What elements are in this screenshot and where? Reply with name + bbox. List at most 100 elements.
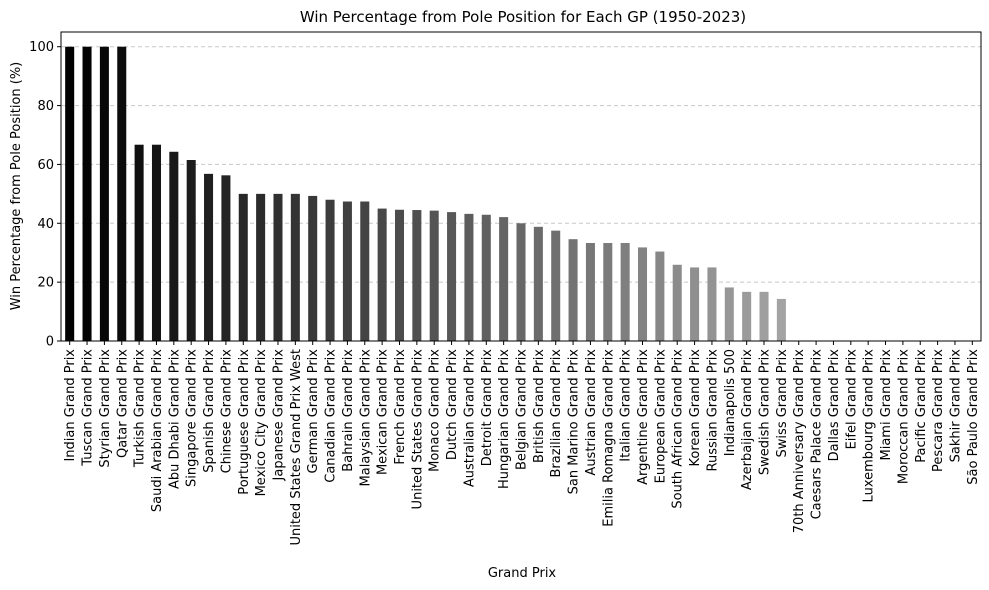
y-axis: 0 20 40 60 80 100: [29, 40, 61, 350]
y-tick-label: 80: [37, 99, 54, 114]
bar: [724, 287, 734, 341]
y-tick-label: 100: [29, 40, 54, 55]
bar: [585, 243, 595, 341]
x-tick-label: Pescara Grand Prix: [931, 349, 946, 472]
bar: [603, 243, 613, 341]
bar: [707, 267, 717, 341]
bar: [447, 212, 457, 341]
chart-title: Win Percentage from Pole Position for Ea…: [300, 8, 746, 26]
x-tick-label: Pacific Grand Prix: [914, 349, 929, 463]
x-tick-label: Abu Dhabi Grand Prix: [167, 349, 182, 489]
x-tick-label: Azerbaijan Grand Prix: [740, 349, 755, 490]
x-tick-label: Mexican Grand Prix: [376, 349, 391, 475]
bar: [290, 193, 300, 341]
x-tick-label: United States Grand Prix: [410, 349, 425, 510]
x-tick-label: San Marino Grand Prix: [567, 349, 582, 495]
bar: [273, 193, 283, 341]
x-tick-label: Hungarian Grand Prix: [497, 349, 512, 489]
bar: [551, 230, 561, 341]
x-tick-label: Dutch Grand Prix: [445, 349, 460, 460]
x-tick-label: Caesars Palace Grand Prix: [810, 349, 825, 520]
y-axis-label: Win Percentage from Pole Position (%): [9, 62, 24, 311]
x-tick-label: German Grand Prix: [306, 349, 321, 474]
x-axis: Indian Grand Prix Tuscan Grand Prix Styria…: [63, 341, 981, 546]
bar: [117, 46, 127, 342]
bar: [533, 226, 543, 341]
x-tick-label: Portuguese Grand Prix: [237, 349, 252, 495]
bar: [481, 214, 491, 341]
x-tick-label: Brazilian Grand Prix: [549, 349, 564, 478]
bar: [204, 173, 214, 341]
plot-frame: [60, 31, 982, 342]
y-tick-label: 40: [37, 217, 54, 232]
bar: [394, 209, 405, 341]
x-tick-label: Bahrain Grand Prix: [341, 349, 356, 472]
bar: [516, 223, 526, 341]
x-tick-label: Mexico City Grand Prix: [254, 349, 269, 497]
bar: [238, 193, 248, 341]
x-tick-label: Korean Grand Prix: [688, 349, 703, 467]
bar: [568, 239, 578, 341]
x-tick-label: Swedish Grand Prix: [758, 349, 773, 475]
bar: [342, 201, 352, 341]
bar: [464, 213, 474, 341]
x-tick-label: Argentine Grand Prix: [636, 349, 651, 485]
x-tick-label: 70th Anniversary Grand Prix: [792, 349, 807, 534]
x-tick-label: Qatar Grand Prix: [115, 349, 130, 458]
x-tick-label: Japanese Grand Prix: [271, 349, 286, 482]
x-tick-label: Singapore Grand Prix: [185, 349, 200, 487]
x-axis-label: Grand Prix: [488, 566, 557, 581]
bar: [412, 210, 422, 341]
x-tick-label: Italian Grand Prix: [619, 349, 634, 462]
bar: [429, 210, 439, 341]
x-tick-label: South African Grand Prix: [671, 349, 686, 509]
x-tick-label: Styrian Grand Prix: [98, 349, 113, 468]
x-tick-label: Detroit Grand Prix: [480, 349, 495, 467]
bar: [99, 46, 109, 342]
bar: [186, 160, 196, 341]
x-tick-label: Sakhir Grand Prix: [948, 349, 963, 463]
bar: [690, 267, 700, 341]
x-tick-label: Indian Grand Prix: [63, 349, 78, 462]
bar: [256, 193, 266, 341]
bar: [325, 199, 335, 341]
x-tick-label: São Paulo Grand Prix: [966, 349, 981, 485]
bar: [360, 201, 370, 341]
bar: [672, 264, 682, 341]
x-tick-label: Indianapolis 500: [723, 349, 738, 456]
bar: [377, 208, 387, 341]
x-tick-label: Chinese Grand Prix: [219, 349, 234, 474]
x-tick-label: French Grand Prix: [393, 349, 408, 465]
x-tick-label: Miami Grand Prix: [879, 349, 894, 461]
y-tick-label: 60: [37, 158, 54, 173]
x-tick-label: Emilia Romagna Grand Prix: [601, 349, 616, 527]
x-tick-label: Austrian Grand Prix: [584, 349, 599, 476]
bar: [620, 243, 630, 341]
bar: [65, 46, 75, 342]
bar: [134, 144, 144, 341]
bar: [499, 217, 509, 341]
x-tick-label: Swiss Grand Prix: [775, 349, 790, 458]
bars: [65, 46, 786, 342]
bar: [151, 144, 161, 341]
bar: [655, 251, 665, 341]
x-tick-label: United States Grand Prix West: [289, 349, 304, 546]
x-tick-label: Russian Grand Prix: [705, 349, 720, 472]
bar: [638, 247, 648, 341]
x-tick-label: Australian Grand Prix: [462, 349, 477, 487]
x-tick-label: Malaysian Grand Prix: [358, 349, 373, 487]
bar: [759, 291, 769, 341]
x-tick-label: Belgian Grand Prix: [515, 349, 530, 470]
x-tick-label: Spanish Grand Prix: [202, 349, 217, 473]
x-tick-label: Canadian Grand Prix: [324, 349, 339, 483]
y-tick-label: 20: [37, 276, 54, 291]
grid-lines: [61, 46, 981, 283]
y-tick-label: 0: [46, 335, 54, 350]
bar: [776, 298, 786, 341]
x-tick-label: Dallas Grand Prix: [827, 349, 842, 462]
bar: [169, 151, 179, 341]
x-tick-label: Saudi Arabian Grand Prix: [150, 349, 165, 512]
bar: [82, 46, 92, 342]
bar: [308, 195, 318, 341]
